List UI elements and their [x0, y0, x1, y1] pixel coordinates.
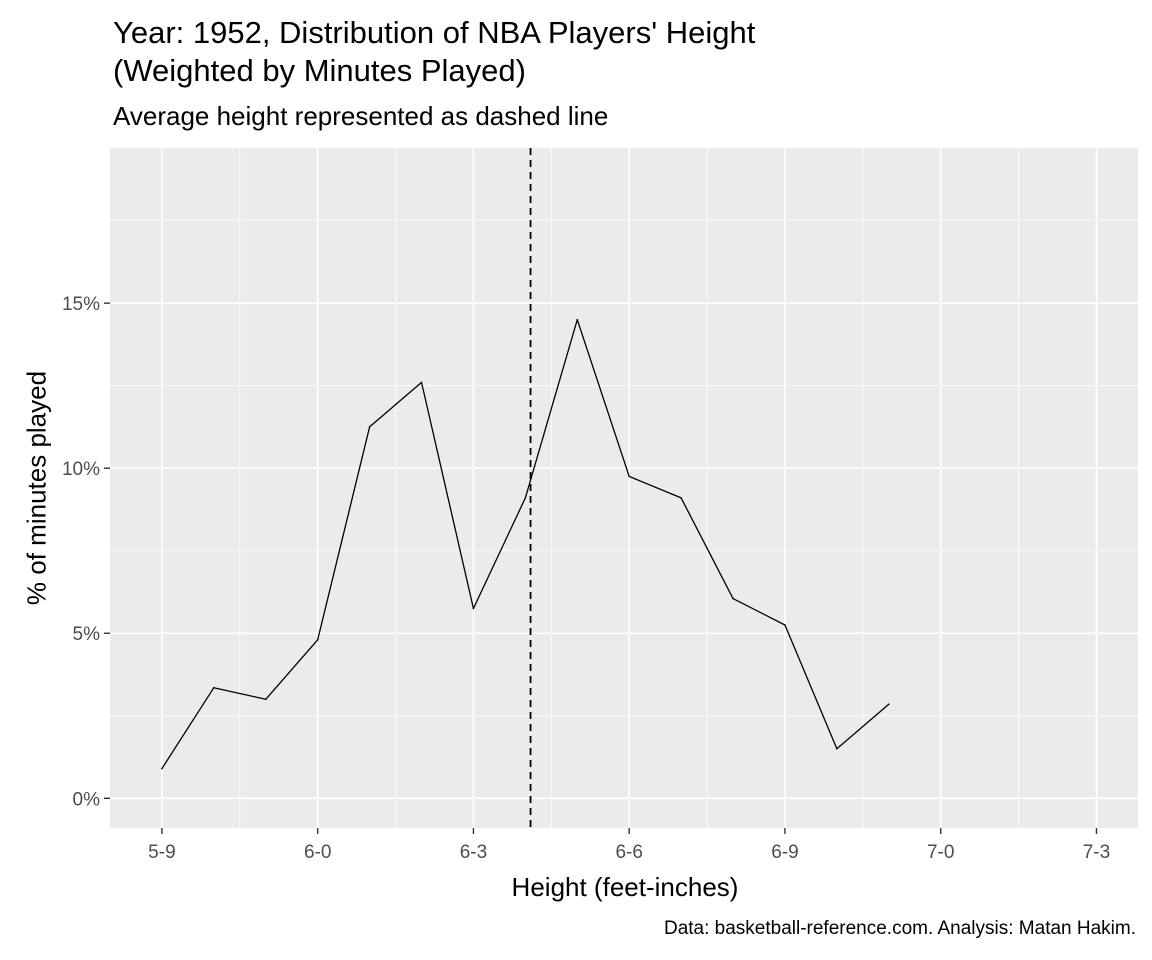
x-tick-label: 6-9: [771, 842, 798, 863]
data-point: [420, 381, 423, 384]
data-point: [732, 597, 734, 600]
plot-panel: [110, 148, 1138, 828]
data-point: [576, 318, 579, 321]
data-point: [264, 698, 267, 701]
data-point: [472, 607, 475, 610]
data-point: [836, 747, 838, 750]
chart-title: Year: 1952, Distribution of NBA Players'…: [113, 15, 756, 88]
data-point: [628, 475, 630, 478]
x-tick-label: 5-9: [148, 842, 175, 863]
minor-gridlines: [110, 148, 1138, 828]
data-point: [213, 686, 215, 689]
series-layer: [161, 318, 890, 770]
data-point: [524, 497, 527, 499]
x-axis-label: Height (feet-inches): [511, 872, 739, 902]
data-point: [316, 639, 319, 641]
y-tick-label: 15%: [62, 294, 100, 315]
data-point: [161, 767, 163, 770]
data-point: [368, 426, 371, 428]
major-gridlines: [110, 148, 1138, 828]
axis-ticks: [104, 302, 1098, 834]
x-tick-label: 7-0: [927, 842, 954, 863]
y-tick-label: 5%: [73, 624, 101, 645]
x-tick-label: 6-6: [615, 842, 642, 863]
y-tick-label: 0%: [73, 789, 101, 810]
data-point: [784, 624, 786, 626]
x-tick-label: 6-3: [460, 842, 487, 863]
y-tick-label: 10%: [62, 459, 100, 480]
chart-subtitle: Average height represented as dashed lin…: [113, 101, 609, 131]
x-tick-label: 7-3: [1083, 842, 1110, 863]
chart-caption: Data: basketball-reference.com. Analysis…: [663, 918, 1136, 939]
tick-labels: 5-9 6-0 6-3 6-6 6-9 7-0 7-3 0% 5% 10% 15%: [62, 294, 1110, 863]
data-point: [887, 703, 890, 706]
data-point: [680, 497, 682, 499]
x-tick-label: 6-0: [304, 842, 331, 863]
